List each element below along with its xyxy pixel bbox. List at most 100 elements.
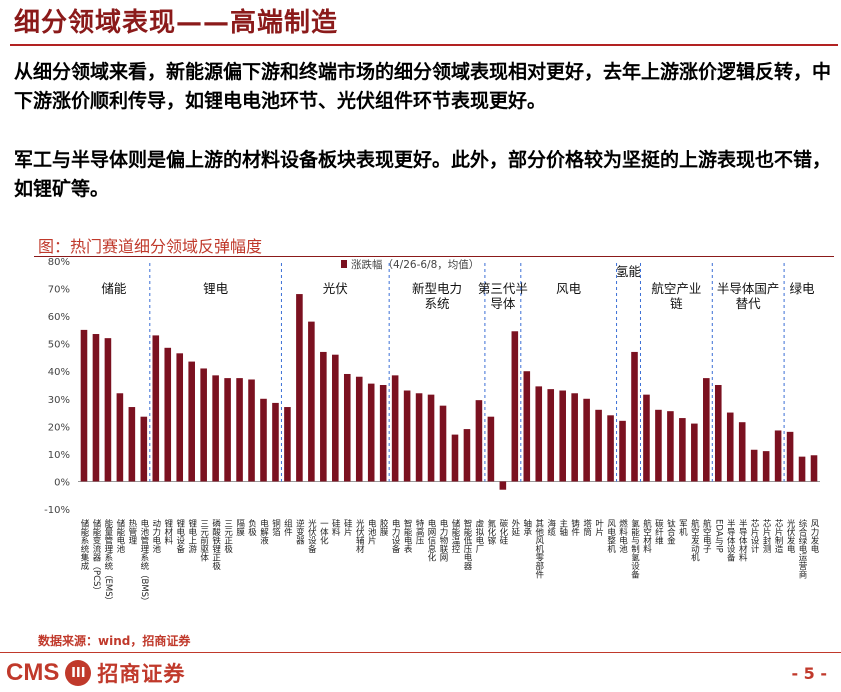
category-label: 锂电设备 bbox=[175, 518, 185, 554]
category-label: 风力发电 bbox=[809, 519, 819, 553]
bar bbox=[200, 368, 207, 482]
bar bbox=[726, 412, 734, 482]
bar bbox=[559, 390, 566, 482]
group-label: 风电 bbox=[556, 281, 582, 296]
bar bbox=[367, 383, 375, 482]
bar bbox=[439, 405, 447, 482]
data-source: 数据来源：wind，招商证券 bbox=[38, 634, 191, 648]
category-label: 储能系统集成 bbox=[79, 518, 89, 571]
group-label: 氢能 bbox=[616, 264, 642, 279]
bar bbox=[679, 418, 686, 482]
bar bbox=[296, 294, 303, 482]
category-label: 逆变器 bbox=[294, 518, 304, 545]
category-label: 芯片封测 bbox=[761, 518, 771, 554]
group-label: 航空产业 bbox=[651, 281, 701, 296]
category-label: 风电整机 bbox=[606, 519, 616, 554]
category-label: 半导体设备 bbox=[725, 518, 735, 562]
bar bbox=[463, 429, 471, 482]
bar bbox=[343, 373, 351, 482]
page-title: 细分领域表现——高端制造 bbox=[14, 8, 339, 38]
category-label: 航空发动机 bbox=[689, 518, 699, 562]
category-label: 军机 bbox=[677, 519, 687, 537]
category-label: 碳化硅 bbox=[498, 518, 508, 544]
bar bbox=[80, 329, 88, 482]
category-label: 电池片 bbox=[366, 518, 376, 545]
category-label: 氮化镓 bbox=[486, 518, 496, 545]
category-label: 光伏发电 bbox=[785, 518, 795, 553]
logo-company-name: 招商证券 bbox=[97, 662, 186, 686]
bar bbox=[750, 449, 758, 482]
category-label: 锂材料 bbox=[163, 518, 173, 545]
category-label: 胶膜 bbox=[378, 518, 388, 537]
category-label: 储能电池 bbox=[115, 518, 125, 553]
category-label: 隔膜 bbox=[235, 519, 245, 537]
bar bbox=[248, 379, 255, 482]
bar bbox=[320, 351, 327, 482]
category-label: 燃料电池 bbox=[618, 518, 628, 553]
category-label: 其他风机零部件 bbox=[534, 519, 544, 579]
category-label: 铜箔 bbox=[270, 518, 280, 537]
category-label: 硅料 bbox=[330, 518, 340, 537]
bar bbox=[284, 407, 291, 482]
category-label: 芯片制造 bbox=[773, 518, 783, 554]
logo-text: CMS bbox=[6, 659, 60, 686]
page-number: - 5 - bbox=[791, 664, 827, 683]
category-label: 光伏设备 bbox=[306, 518, 316, 554]
bar bbox=[379, 385, 387, 482]
category-label: 硅片 bbox=[342, 518, 352, 537]
footer-divider bbox=[0, 652, 841, 653]
bar bbox=[738, 422, 746, 482]
category-label: 一体化 bbox=[318, 519, 328, 545]
y-tick-label: 0% bbox=[54, 477, 70, 488]
figure-title-rule bbox=[34, 256, 834, 257]
bar bbox=[451, 434, 459, 482]
bar bbox=[140, 416, 148, 482]
bar bbox=[786, 431, 794, 482]
category-label: 三元前驱体 bbox=[199, 519, 209, 562]
bar bbox=[116, 393, 124, 482]
group-label: 锂电 bbox=[203, 281, 229, 296]
y-tick-label: 80% bbox=[48, 257, 70, 268]
bar bbox=[571, 393, 578, 482]
bar bbox=[308, 321, 315, 482]
bar bbox=[714, 385, 722, 482]
category-label: 塔筒 bbox=[582, 518, 592, 537]
category-label: EDA与IP bbox=[713, 519, 723, 553]
category-label: 特高压 bbox=[414, 518, 424, 545]
category-label: 航空电子 bbox=[701, 518, 711, 553]
cms-logo: CMS III 招商证券 bbox=[6, 658, 185, 688]
figure-title: 图：热门赛道细分领域反弹幅度 bbox=[38, 237, 263, 256]
bar bbox=[188, 361, 195, 482]
category-label: 热管理 bbox=[127, 518, 137, 544]
category-label: 负极 bbox=[247, 518, 257, 537]
category-label: 智能低压电器 bbox=[462, 518, 472, 571]
group-label: 绿电 bbox=[790, 281, 816, 296]
category-label: 电网信息化 bbox=[426, 518, 436, 562]
bar-chart: -10% 0% 10% 20% 30% 40% 50% 60% 70% 80% 储能 锂电 光伏 新型电力… bbox=[44, 257, 820, 606]
bar bbox=[487, 416, 495, 482]
body-paragraph-1: 从细分领域来看，新能源偏下游和终端市场的细分领域表现相对更好，去年上游涨价逻辑反… bbox=[14, 61, 832, 112]
category-label: 铸件 bbox=[570, 518, 580, 537]
legend-swatch bbox=[341, 260, 347, 268]
bar bbox=[511, 331, 519, 482]
bar bbox=[810, 455, 818, 482]
category-label: 能量管理系统（EMS） bbox=[103, 518, 113, 605]
y-tick-label: 40% bbox=[48, 367, 70, 378]
category-label: 组件 bbox=[282, 518, 292, 537]
category-label: 半导体材料 bbox=[737, 518, 747, 562]
group-label: 导体 bbox=[490, 296, 516, 311]
bar bbox=[415, 393, 423, 482]
category-label: 钛合金 bbox=[665, 518, 675, 544]
category-label: 电力设备 bbox=[390, 518, 400, 554]
category-label: 动力电池 bbox=[151, 518, 161, 553]
bar bbox=[176, 353, 184, 482]
bar bbox=[631, 351, 638, 482]
y-tick-label: -10% bbox=[44, 505, 70, 516]
bar bbox=[547, 389, 555, 482]
bar bbox=[667, 411, 674, 482]
category-label: 锂电上游 bbox=[187, 518, 197, 554]
group-label: 替代 bbox=[736, 296, 762, 311]
bar bbox=[535, 386, 543, 482]
y-tick-label: 30% bbox=[48, 395, 70, 406]
bar bbox=[92, 334, 100, 482]
